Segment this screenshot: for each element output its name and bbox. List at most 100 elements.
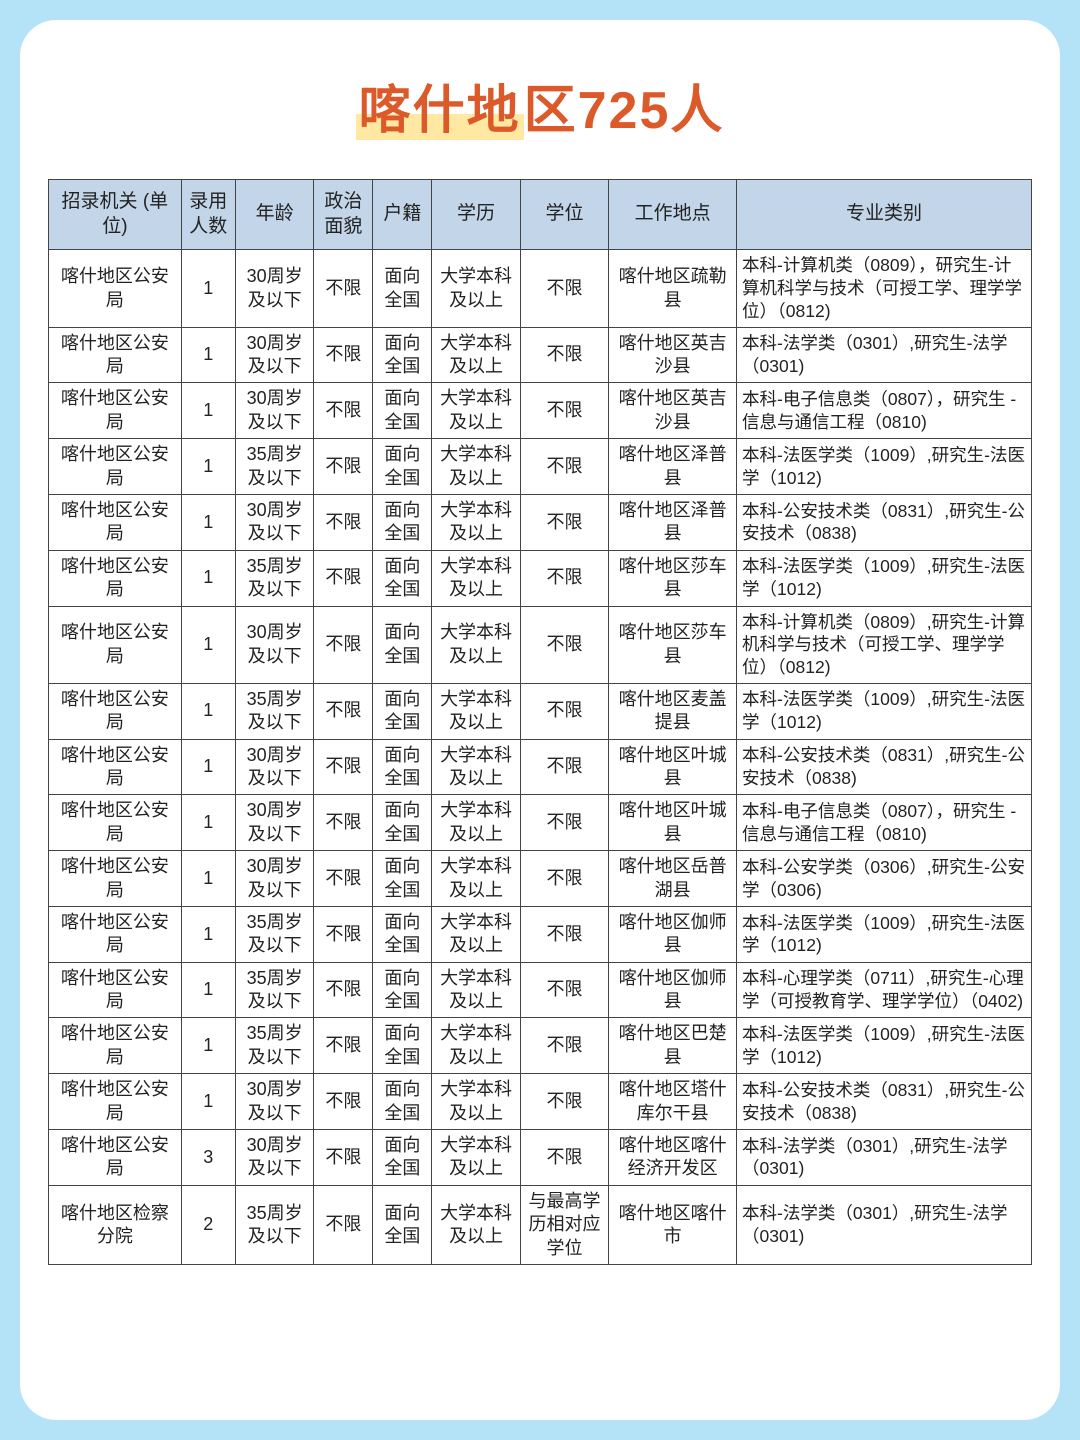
cell-hk: 面向全国 — [373, 439, 432, 495]
cell-loc: 喀什地区塔什库尔干县 — [609, 1074, 737, 1130]
page-title: 喀什地区725人 — [48, 68, 1032, 143]
cell-num: 1 — [181, 906, 235, 962]
cell-org: 喀什地区公安局 — [49, 683, 182, 739]
cell-num: 1 — [181, 795, 235, 851]
cell-hk: 面向全国 — [373, 851, 432, 907]
cell-deg: 不限 — [520, 795, 608, 851]
cell-edu: 大学本科及以上 — [432, 1074, 520, 1130]
cell-org: 喀什地区公安局 — [49, 851, 182, 907]
table-row: 喀什地区公安局135周岁及以下不限面向全国大学本科及以上不限喀什地区伽师县本科-… — [49, 962, 1032, 1018]
cell-pol: 不限 — [314, 550, 373, 606]
cell-hk: 面向全国 — [373, 550, 432, 606]
cell-edu: 大学本科及以上 — [432, 383, 520, 439]
cell-loc: 喀什地区伽师县 — [609, 906, 737, 962]
cell-loc: 喀什地区伽师县 — [609, 962, 737, 1018]
table-row: 喀什地区公安局130周岁及以下不限面向全国大学本科及以上不限喀什地区英吉沙县本科… — [49, 383, 1032, 439]
cell-age: 35周岁及以下 — [235, 550, 314, 606]
cell-num: 2 — [181, 1185, 235, 1264]
cell-age: 35周岁及以下 — [235, 1018, 314, 1074]
cell-hk: 面向全国 — [373, 795, 432, 851]
col-pol: 政治面貌 — [314, 180, 373, 250]
cell-major: 本科-电子信息类（0807），研究生 - 信息与通信工程（0810) — [737, 383, 1032, 439]
cell-major: 本科-电子信息类（0807），研究生 - 信息与通信工程（0810) — [737, 795, 1032, 851]
col-major: 专业类别 — [737, 180, 1032, 250]
table-row: 喀什地区公安局130周岁及以下不限面向全国大学本科及以上不限喀什地区塔什库尔干县… — [49, 1074, 1032, 1130]
cell-loc: 喀什地区英吉沙县 — [609, 327, 737, 383]
table-row: 喀什地区公安局135周岁及以下不限面向全国大学本科及以上不限喀什地区泽普县本科-… — [49, 439, 1032, 495]
table-row: 喀什地区公安局135周岁及以下不限面向全国大学本科及以上不限喀什地区莎车县本科-… — [49, 550, 1032, 606]
cell-major: 本科-公安学类（0306）,研究生-公安学（0306) — [737, 851, 1032, 907]
table-row: 喀什地区公安局135周岁及以下不限面向全国大学本科及以上不限喀什地区伽师县本科-… — [49, 906, 1032, 962]
table-row: 喀什地区公安局130周岁及以下不限面向全国大学本科及以上不限喀什地区疏勒县本科-… — [49, 250, 1032, 327]
cell-edu: 大学本科及以上 — [432, 327, 520, 383]
cell-org: 喀什地区公安局 — [49, 439, 182, 495]
cell-edu: 大学本科及以上 — [432, 1130, 520, 1186]
cell-edu: 大学本科及以上 — [432, 962, 520, 1018]
cell-org: 喀什地区公安局 — [49, 906, 182, 962]
cell-deg: 不限 — [520, 550, 608, 606]
col-deg: 学位 — [520, 180, 608, 250]
cell-num: 1 — [181, 494, 235, 550]
cell-age: 30周岁及以下 — [235, 327, 314, 383]
cell-hk: 面向全国 — [373, 1130, 432, 1186]
cell-loc: 喀什地区泽普县 — [609, 439, 737, 495]
recruitment-table: 招录机关 (单位) 录用人数 年龄 政治面貌 户籍 学历 学位 工作地点 专业类… — [48, 179, 1032, 1265]
cell-num: 1 — [181, 550, 235, 606]
cell-pol: 不限 — [314, 962, 373, 1018]
cell-deg: 不限 — [520, 606, 608, 683]
cell-age: 30周岁及以下 — [235, 494, 314, 550]
cell-pol: 不限 — [314, 795, 373, 851]
cell-age: 35周岁及以下 — [235, 962, 314, 1018]
cell-deg: 不限 — [520, 739, 608, 795]
cell-major: 本科-计算机类（0809），研究生-计算机科学与技术（可授工学、理学学位）（08… — [737, 250, 1032, 327]
cell-hk: 面向全国 — [373, 739, 432, 795]
cell-loc: 喀什地区叶城县 — [609, 739, 737, 795]
cell-loc: 喀什地区喀什经济开发区 — [609, 1130, 737, 1186]
cell-age: 30周岁及以下 — [235, 795, 314, 851]
cell-hk: 面向全国 — [373, 1185, 432, 1264]
col-org: 招录机关 (单位) — [49, 180, 182, 250]
cell-org: 喀什地区公安局 — [49, 1018, 182, 1074]
cell-age: 35周岁及以下 — [235, 1185, 314, 1264]
cell-pol: 不限 — [314, 739, 373, 795]
cell-edu: 大学本科及以上 — [432, 494, 520, 550]
cell-pol: 不限 — [314, 1185, 373, 1264]
cell-loc: 喀什地区莎车县 — [609, 606, 737, 683]
cell-num: 1 — [181, 439, 235, 495]
cell-major: 本科-法医学类（1009）,研究生-法医学（1012) — [737, 439, 1032, 495]
table-header-row: 招录机关 (单位) 录用人数 年龄 政治面貌 户籍 学历 学位 工作地点 专业类… — [49, 180, 1032, 250]
cell-deg: 不限 — [520, 1130, 608, 1186]
table-row: 喀什地区检察分院235周岁及以下不限面向全国大学本科及以上与最高学历相对应学位喀… — [49, 1185, 1032, 1264]
cell-num: 1 — [181, 606, 235, 683]
cell-edu: 大学本科及以上 — [432, 739, 520, 795]
cell-major: 本科-公安技术类（0831）,研究生-公安技术（0838) — [737, 739, 1032, 795]
cell-pol: 不限 — [314, 851, 373, 907]
cell-hk: 面向全国 — [373, 1074, 432, 1130]
cell-hk: 面向全国 — [373, 962, 432, 1018]
cell-deg: 不限 — [520, 494, 608, 550]
col-hk: 户籍 — [373, 180, 432, 250]
cell-num: 1 — [181, 327, 235, 383]
cell-org: 喀什地区公安局 — [49, 250, 182, 327]
cell-pol: 不限 — [314, 250, 373, 327]
cell-loc: 喀什地区英吉沙县 — [609, 383, 737, 439]
cell-deg: 不限 — [520, 383, 608, 439]
cell-edu: 大学本科及以上 — [432, 851, 520, 907]
cell-hk: 面向全国 — [373, 906, 432, 962]
cell-deg: 与最高学历相对应学位 — [520, 1185, 608, 1264]
table-row: 喀什地区公安局130周岁及以下不限面向全国大学本科及以上不限喀什地区泽普县本科-… — [49, 494, 1032, 550]
cell-edu: 大学本科及以上 — [432, 1018, 520, 1074]
cell-deg: 不限 — [520, 851, 608, 907]
table-row: 喀什地区公安局135周岁及以下不限面向全国大学本科及以上不限喀什地区巴楚县本科-… — [49, 1018, 1032, 1074]
cell-edu: 大学本科及以上 — [432, 906, 520, 962]
cell-loc: 喀什地区泽普县 — [609, 494, 737, 550]
cell-pol: 不限 — [314, 906, 373, 962]
cell-major: 本科-法医学类（1009）,研究生-法医学（1012) — [737, 1018, 1032, 1074]
table-row: 喀什地区公安局130周岁及以下不限面向全国大学本科及以上不限喀什地区英吉沙县本科… — [49, 327, 1032, 383]
col-loc: 工作地点 — [609, 180, 737, 250]
col-edu: 学历 — [432, 180, 520, 250]
cell-pol: 不限 — [314, 606, 373, 683]
cell-org: 喀什地区公安局 — [49, 494, 182, 550]
cell-edu: 大学本科及以上 — [432, 550, 520, 606]
cell-major: 本科-心理学类（0711）,研究生-心理学（可授教育学、理学学位）（0402) — [737, 962, 1032, 1018]
